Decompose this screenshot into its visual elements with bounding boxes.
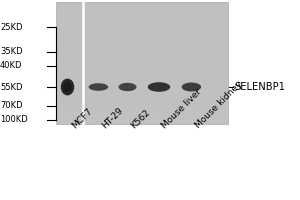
Bar bbox=[56, 106, 228, 108]
Ellipse shape bbox=[118, 83, 136, 91]
Bar bbox=[56, 102, 228, 104]
Bar bbox=[56, 104, 228, 106]
Bar bbox=[56, 83, 228, 85]
Text: 55KD: 55KD bbox=[0, 83, 22, 92]
Text: 40KD: 40KD bbox=[0, 62, 22, 71]
Bar bbox=[56, 94, 228, 96]
Bar bbox=[56, 89, 228, 91]
Bar bbox=[56, 91, 228, 94]
Ellipse shape bbox=[148, 82, 170, 92]
Ellipse shape bbox=[89, 83, 108, 91]
Ellipse shape bbox=[64, 82, 72, 92]
Ellipse shape bbox=[61, 79, 74, 95]
Bar bbox=[56, 85, 228, 87]
Bar bbox=[56, 120, 228, 122]
Text: Mouse liver: Mouse liver bbox=[160, 87, 204, 130]
Bar bbox=[56, 87, 228, 89]
Bar bbox=[56, 112, 228, 114]
Text: 70KD: 70KD bbox=[0, 102, 22, 110]
Text: SELENBP1: SELENBP1 bbox=[234, 82, 285, 92]
Bar bbox=[56, 2, 228, 124]
Bar bbox=[56, 98, 228, 100]
Bar bbox=[56, 110, 228, 112]
Bar bbox=[56, 114, 228, 116]
Text: MCF7: MCF7 bbox=[70, 106, 94, 130]
Ellipse shape bbox=[182, 83, 201, 92]
Bar bbox=[56, 116, 228, 118]
Bar bbox=[56, 122, 228, 124]
Text: 25KD: 25KD bbox=[0, 22, 22, 31]
Bar bbox=[56, 100, 228, 102]
Text: 100KD: 100KD bbox=[0, 116, 28, 124]
Bar bbox=[56, 108, 228, 110]
Text: 35KD: 35KD bbox=[0, 47, 22, 56]
Bar bbox=[56, 118, 228, 120]
Text: Mouse kidney: Mouse kidney bbox=[194, 79, 244, 130]
Bar bbox=[56, 96, 228, 98]
Text: K562: K562 bbox=[129, 107, 152, 130]
Text: HT-29: HT-29 bbox=[100, 105, 125, 130]
